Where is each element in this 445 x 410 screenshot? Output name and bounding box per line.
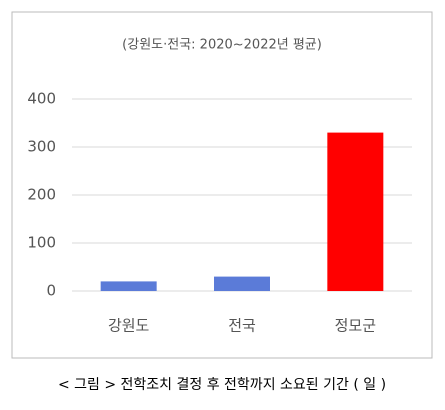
- bar: [214, 276, 270, 291]
- x-tick-label: 전국: [228, 317, 256, 335]
- chart-subtitle: (강원도·전국: 2020~2022년 평균): [122, 38, 322, 53]
- y-tick-label: 300: [27, 138, 56, 156]
- bar: [100, 281, 157, 291]
- y-tick-label: 100: [27, 234, 56, 252]
- x-tick-label: 정모군: [335, 317, 377, 335]
- y-tick-label: 400: [27, 90, 56, 108]
- caption: < 그림 > 전학조치 결정 후 전학까지 소요된 기간 ( 일 ): [58, 377, 386, 393]
- bar: [327, 132, 384, 291]
- x-tick-label: 강원도: [108, 317, 150, 335]
- y-tick-label: 0: [46, 282, 56, 300]
- y-tick-label: 200: [27, 186, 56, 204]
